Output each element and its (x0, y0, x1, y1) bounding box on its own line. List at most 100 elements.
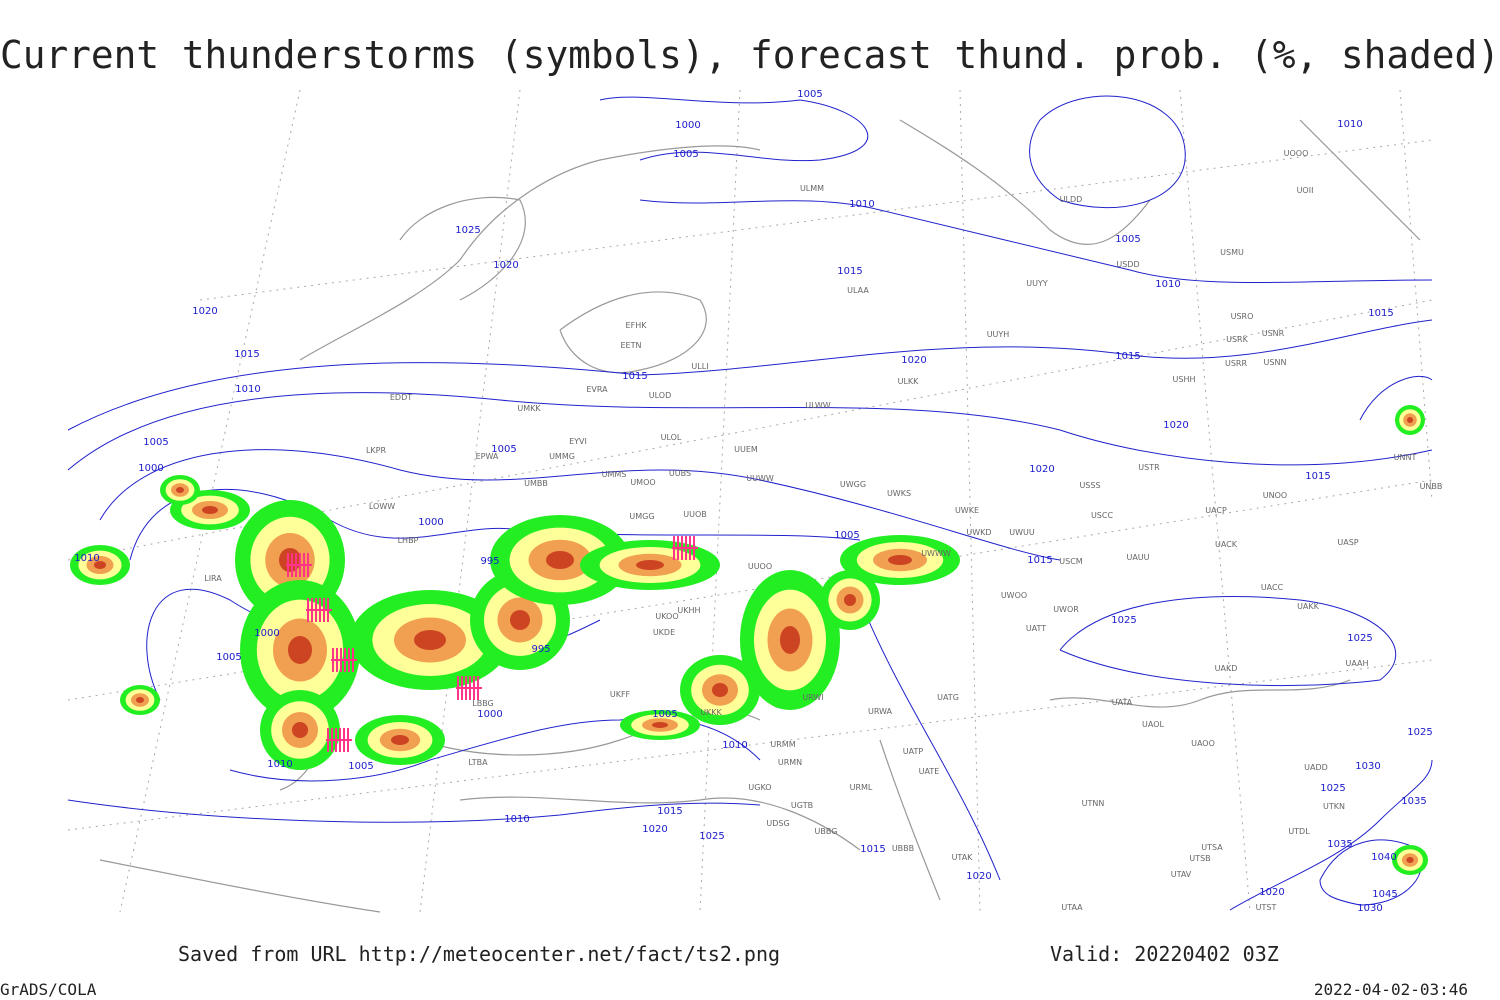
station-label: UDSG (766, 819, 789, 828)
station-label: UUEM (734, 445, 758, 454)
station-label: ULDD (1060, 195, 1083, 204)
isobar-label: 1025 (1111, 615, 1136, 626)
isobar-label: 1035 (1401, 796, 1426, 807)
station-label: UATG (937, 693, 959, 702)
isobar-label: 1005 (652, 709, 677, 720)
station-label: UKDE (653, 628, 675, 637)
station-label: ULLI (691, 362, 708, 371)
station-label: EFHK (626, 321, 648, 330)
station-labels: EFHK EETN EVRA ULOD ULLI EDDT UMKK EYVI ULOL UUEM… (204, 149, 1442, 912)
isobar-label: 1035 (1327, 839, 1352, 850)
station-label: ULOL (661, 433, 682, 442)
isobar-label: 1045 (1372, 889, 1397, 900)
isobar-label: 1020 (1259, 887, 1284, 898)
station-label: UWUU (1009, 528, 1035, 537)
station-label: USSS (1079, 481, 1100, 490)
station-label: ULKK (898, 377, 920, 386)
station-label: UNNT (1394, 453, 1417, 462)
station-label: LIRA (204, 574, 222, 583)
station-label: UTST (1256, 903, 1277, 912)
station-label: USMU (1220, 248, 1244, 257)
station-label: UATA (1112, 698, 1133, 707)
probability-area (279, 548, 301, 572)
probability-area (136, 697, 144, 703)
station-label: ULAA (847, 286, 869, 295)
probability-area (546, 551, 574, 569)
isobar-label: 1005 (1115, 234, 1140, 245)
probability-area (1406, 857, 1414, 863)
isobar-label: 1000 (675, 120, 700, 131)
station-label: UOOO (1284, 149, 1309, 158)
isobar-label: 1025 (1320, 783, 1345, 794)
station-label: UGTB (791, 801, 813, 810)
isobar-label: 1005 (797, 89, 822, 100)
isobar-label: 1010 (267, 759, 292, 770)
station-label: UWKD (966, 528, 991, 537)
station-label: URMN (778, 758, 802, 767)
isobar-label: 1010 (235, 384, 260, 395)
probability-area (176, 487, 184, 493)
station-label: USRK (1226, 335, 1248, 344)
isobar-label: 995 (480, 556, 499, 567)
station-label: USNN (1264, 358, 1287, 367)
station-label: UGKO (748, 783, 771, 792)
station-label: UTAA (1061, 903, 1083, 912)
station-label: USTR (1138, 463, 1160, 472)
station-label: LBBG (472, 699, 494, 708)
station-label: URMM (770, 740, 795, 749)
isobar-label: 1020 (642, 824, 667, 835)
station-label: UUOB (683, 510, 707, 519)
station-label: USCM (1059, 557, 1083, 566)
isobar-label: 1005 (673, 149, 698, 160)
isobar-label: 1025 (1347, 633, 1372, 644)
station-label: UAKD (1215, 664, 1238, 673)
station-label: UKOO (655, 612, 678, 621)
station-label: LKPR (366, 446, 387, 455)
isobar-label: 1020 (901, 355, 926, 366)
station-label: UMBB (524, 479, 548, 488)
station-label: EDDT (390, 393, 412, 402)
station-label: UTDL (1288, 827, 1310, 836)
isobar-label: 1020 (1029, 464, 1054, 475)
station-label: UWGG (840, 480, 866, 489)
isobar-label: 1005 (834, 530, 859, 541)
probability-area (202, 506, 218, 514)
station-label: UTAK (952, 853, 974, 862)
station-label: UATE (919, 767, 940, 776)
thunderstorm-symbols (286, 536, 698, 752)
station-label: UUBS (669, 469, 691, 478)
isobar-label: 1030 (1357, 903, 1382, 914)
isobar-label: 1000 (254, 628, 279, 639)
station-label: UAOL (1142, 720, 1164, 729)
station-label: UACC (1261, 583, 1284, 592)
probability-area (292, 722, 308, 738)
map-area: 1005 1000 1005 1025 1020 1020 1015 1010 1005 1000… (67, 88, 1442, 914)
probability-area (712, 683, 728, 697)
station-label: UBBG (815, 827, 838, 836)
probability-area (288, 636, 312, 664)
isobar-label: 1000 (138, 463, 163, 474)
software: GrADS/COLA (0, 980, 97, 999)
station-label: URWA (868, 707, 893, 716)
isobar-label: 1010 (722, 740, 747, 751)
station-label: UKHH (677, 606, 700, 615)
station-label: LTBA (468, 758, 488, 767)
isobar-label: 1020 (1163, 420, 1188, 431)
probability-area (510, 610, 530, 630)
isobar-label: 1025 (455, 225, 480, 236)
station-label: UMMG (549, 452, 575, 461)
station-label: UUYH (987, 330, 1010, 339)
station-label: USNR (1262, 329, 1285, 338)
isobar-label: 1015 (1115, 351, 1140, 362)
station-label: UUYY (1026, 279, 1048, 288)
station-label: UTAV (1171, 870, 1192, 879)
probability-area (888, 555, 912, 565)
station-label: UWOO (1001, 591, 1027, 600)
station-label: UWKE (955, 506, 979, 515)
station-label: ULOD (649, 391, 671, 400)
station-label: ULMM (800, 184, 824, 193)
isobar-label: 1015 (1027, 555, 1052, 566)
station-label: UACP (1205, 506, 1227, 515)
station-label: LHBP (398, 536, 419, 545)
station-label: UUOO (748, 562, 772, 571)
